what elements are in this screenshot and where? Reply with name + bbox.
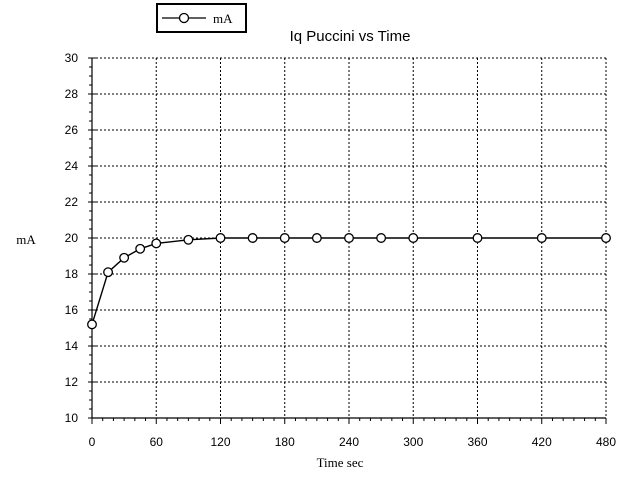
x-tick-label: 480	[596, 435, 616, 449]
y-tick-label: 18	[65, 267, 79, 281]
data-point	[472, 233, 483, 243]
data-point	[87, 319, 97, 330]
y-tick-label: 10	[65, 411, 79, 425]
x-tick-label: 0	[89, 435, 96, 449]
y-tick-label: 26	[65, 123, 79, 137]
legend-label: mA	[213, 11, 233, 26]
data-point	[311, 233, 322, 243]
legend: mA	[156, 3, 247, 33]
data-point	[408, 233, 419, 243]
chart-title: Iq Puccini vs Time	[290, 28, 411, 45]
series-group	[87, 233, 611, 330]
data-point	[601, 233, 611, 243]
x-tick-label: 180	[275, 435, 295, 449]
y-tick-label: 24	[65, 159, 79, 173]
x-tick-label: 240	[339, 435, 359, 449]
legend-marker	[178, 12, 190, 24]
y-tick-label: 16	[65, 303, 79, 317]
y-tick-label: 22	[65, 195, 79, 209]
data-point	[103, 267, 114, 278]
y-tick-labels: 10 12 14 16 18 20 22 24 26 28 30	[65, 51, 79, 425]
data-point	[247, 233, 258, 243]
data-point	[151, 238, 162, 249]
y-tick-label: 20	[65, 231, 79, 245]
data-point	[215, 233, 226, 243]
data-point	[344, 233, 354, 243]
x-tick-label: 120	[210, 435, 230, 449]
y-tick-label: 28	[65, 87, 79, 101]
data-point	[376, 233, 387, 243]
x-tick-label: 360	[467, 435, 487, 449]
x-tick-label: 60	[150, 435, 164, 449]
x-tick-labels: 0 60 120 180 240 300 360 420 480	[89, 435, 617, 449]
axes	[88, 57, 607, 424]
data-point	[536, 233, 547, 243]
data-point	[119, 252, 130, 263]
y-tick-label: 12	[65, 375, 79, 389]
data-point	[279, 233, 290, 243]
x-tick-label: 300	[403, 435, 423, 449]
y-tick-label: 30	[65, 51, 79, 65]
x-axis-label: Time sec	[317, 455, 364, 470]
y-tick-label: 14	[65, 339, 79, 353]
series-line	[91, 237, 606, 325]
y-axis-label: mA	[16, 232, 36, 247]
x-tick-label: 420	[532, 435, 552, 449]
data-point	[183, 234, 194, 245]
data-point	[135, 243, 146, 254]
